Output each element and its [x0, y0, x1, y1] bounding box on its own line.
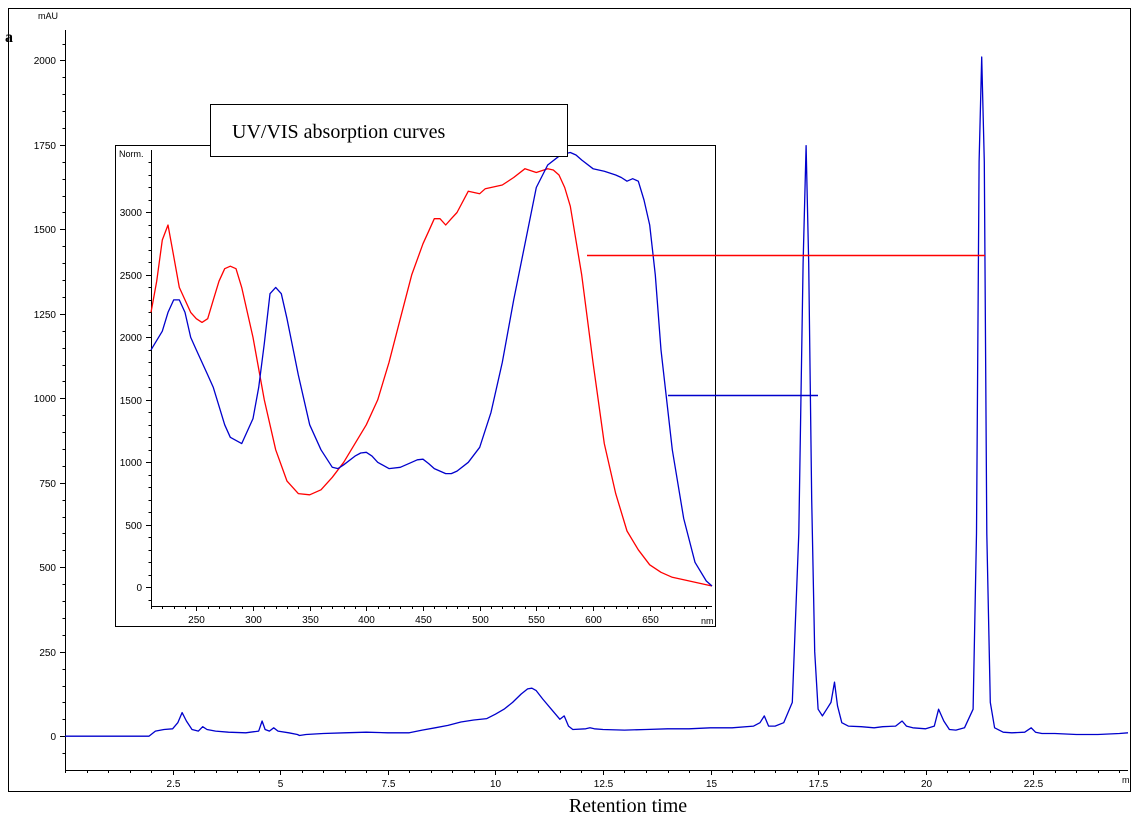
main-x-tick-label: 12.5: [594, 779, 614, 790]
inset-y-tick-label: 500: [125, 521, 142, 532]
x-axis-title: Retention time: [569, 795, 687, 817]
main-y-tick-label: 1000: [34, 394, 57, 405]
inset-chart: 0 500 1000 1500 2000 2500 3000 250 300 350 400 450…: [115, 145, 716, 627]
inset-y-tick-label: 0: [136, 583, 142, 594]
main-y-tick-label: 1750: [34, 141, 57, 152]
inset-x-tick-label: 450: [415, 615, 432, 626]
inset-series-line-0: [150, 168, 713, 587]
main-y-tick-label: 1500: [34, 225, 57, 236]
inset-y-tick-label: 2000: [120, 333, 143, 344]
inset-x-tick-label: 300: [245, 615, 262, 626]
panel-letter: a: [5, 29, 13, 46]
x-unit-label: m: [1122, 775, 1130, 785]
main-x-tick-label: 22.5: [1024, 779, 1044, 790]
main-y-tick-label: 2000: [34, 56, 57, 67]
main-y-tick-label: 750: [39, 479, 56, 490]
inset-x-ticks: 250 300 350 400 450 500 550 600 650: [151, 606, 707, 626]
inset-x-tick-label: 600: [585, 615, 602, 626]
inset-y-ticks: 0 500 1000 1500 2000 2500 3000: [120, 162, 151, 601]
y-unit-label: mAU: [38, 11, 58, 21]
inset-frame: [115, 145, 716, 627]
chromatogram-series-group: [65, 56, 1129, 737]
main-x-tick-label: 15: [706, 779, 718, 790]
inset-title: UV/VIS absorption curves: [232, 121, 446, 143]
inset-y-tick-label: 1000: [120, 458, 143, 469]
inset-y-unit-label: Norm.: [119, 149, 144, 159]
main-y-tick-label: 250: [39, 648, 56, 659]
main-x-tick-label: 17.5: [809, 779, 829, 790]
main-x-tick-label: 5: [278, 779, 284, 790]
main-y-tick-label: 500: [39, 563, 56, 574]
inset-x-unit-label: nm: [701, 616, 714, 626]
inset-x-tick-label: 350: [302, 615, 319, 626]
main-x-ticks: 2.5 5 7.5 10 12.5 15 17.5 20 22.5: [65, 770, 1120, 790]
inset-x-tick-label: 550: [528, 615, 545, 626]
inset-y-tick-label: 1500: [120, 396, 143, 407]
inset-series-line-1: [150, 151, 713, 587]
inset-title-box: [210, 104, 568, 157]
inset-x-tick-label: 250: [188, 615, 205, 626]
inset-series-group: [150, 151, 713, 587]
main-y-tick-label: 1250: [34, 310, 57, 321]
main-x-tick-label: 20: [921, 779, 933, 790]
main-x-tick-label: 2.5: [167, 779, 181, 790]
main-y-ticks: 0 250 500 750 1000 1250 1500 1750 2000: [34, 44, 65, 754]
inset-x-tick-label: 400: [358, 615, 375, 626]
main-y-tick-label: 0: [50, 732, 56, 743]
inset-y-tick-label: 2500: [120, 271, 143, 282]
main-x-tick-label: 7.5: [382, 779, 396, 790]
inset-y-tick-label: 3000: [120, 208, 143, 219]
main-series-line-0: [65, 56, 1129, 737]
inset-x-tick-label: 650: [642, 615, 659, 626]
main-x-tick-label: 10: [490, 779, 502, 790]
inset-x-tick-label: 500: [472, 615, 489, 626]
